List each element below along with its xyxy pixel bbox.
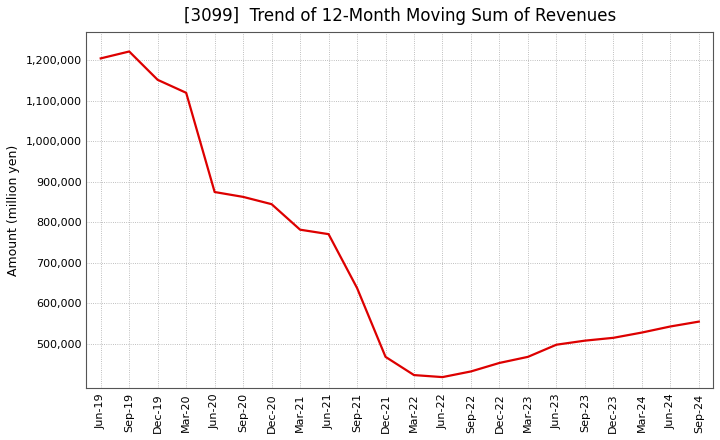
Title: [3099]  Trend of 12-Month Moving Sum of Revenues: [3099] Trend of 12-Month Moving Sum of R…	[184, 7, 616, 25]
Y-axis label: Amount (million yen): Amount (million yen)	[7, 145, 20, 276]
